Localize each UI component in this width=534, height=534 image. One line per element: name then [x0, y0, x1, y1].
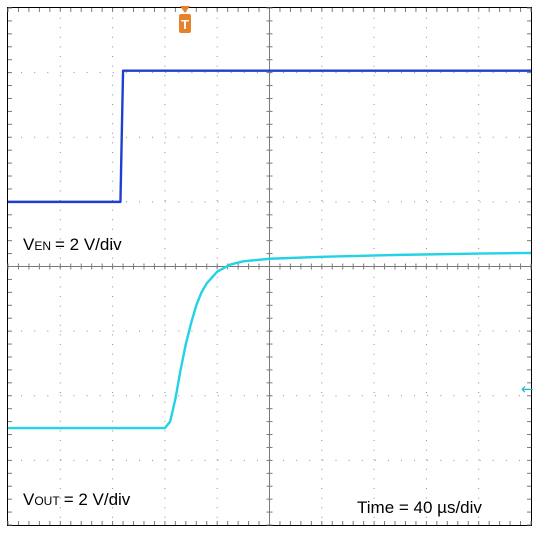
trace-ven — [8, 69, 531, 204]
trigger-arrow-icon — [180, 6, 190, 13]
channel2-ground-marker: ← — [521, 380, 534, 398]
vout-scale-label: VOUT = 2 V/div — [23, 490, 131, 509]
ven-scale-label: VEN = 2 V/div — [23, 235, 122, 254]
trigger-marker: T — [179, 6, 191, 33]
trigger-label: T — [181, 17, 189, 32]
vout-subscript: OUT — [34, 494, 60, 508]
time-scale-label: Time = 40 µs/div — [357, 498, 482, 517]
grid — [7, 7, 532, 526]
trace-vout — [8, 251, 532, 430]
vout-scale-rest: = 2 V/div — [64, 490, 131, 509]
traces — [7, 69, 532, 430]
ven-subscript: EN — [34, 239, 51, 253]
ven-scale-rest: = 2 V/div — [55, 235, 122, 254]
trigger-box — [179, 14, 191, 33]
